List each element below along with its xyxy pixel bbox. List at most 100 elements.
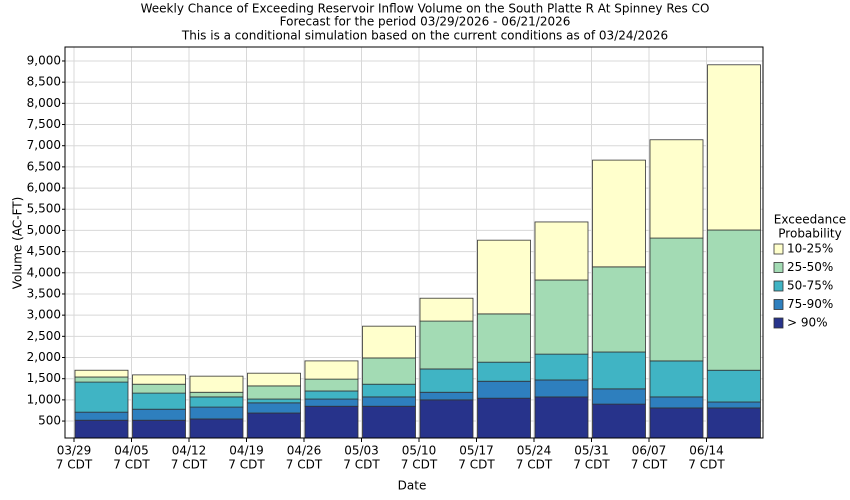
bar-segment bbox=[477, 380, 531, 399]
y-tick-label: 4,000 bbox=[27, 265, 61, 279]
bar-segment bbox=[534, 279, 589, 355]
bar-segment bbox=[419, 297, 474, 322]
bar-segment bbox=[247, 398, 301, 404]
x-tick-label: 05/17 bbox=[459, 444, 494, 458]
y-tick-label: 7,500 bbox=[27, 117, 61, 131]
y-tick-label: 1,000 bbox=[27, 392, 61, 406]
bar-segment bbox=[477, 313, 531, 363]
bar-segment bbox=[132, 392, 186, 410]
legend-label: 10-25% bbox=[787, 242, 833, 256]
bar-segment bbox=[592, 159, 646, 268]
y-tick-label: 9,000 bbox=[27, 53, 61, 67]
bar-segment bbox=[304, 390, 359, 400]
bar-segment bbox=[362, 396, 416, 407]
legend-title: Probability bbox=[778, 227, 841, 241]
bar-segment bbox=[477, 361, 531, 382]
bar-segment bbox=[419, 368, 474, 393]
x-tick-label: 05/10 bbox=[402, 444, 437, 458]
x-tick-label: 05/31 bbox=[574, 444, 609, 458]
x-tick-label: 04/05 bbox=[114, 444, 149, 458]
x-tick-label: 7 CDT bbox=[343, 458, 380, 472]
y-tick-label: 3,500 bbox=[27, 286, 61, 300]
chart-title: Weekly Chance of Exceeding Reservoir Inf… bbox=[141, 2, 710, 16]
bar-segment bbox=[534, 221, 589, 281]
bar-segment bbox=[189, 391, 244, 398]
bar-segment bbox=[189, 418, 244, 439]
bar-segment bbox=[649, 407, 704, 439]
y-tick-label: 7,000 bbox=[27, 138, 61, 152]
bar-segment bbox=[74, 376, 129, 383]
bar-segment bbox=[419, 320, 474, 370]
bar-segment bbox=[362, 383, 416, 398]
y-tick-label: 8,000 bbox=[27, 96, 61, 110]
y-tick-label: 1,500 bbox=[27, 371, 61, 385]
legend-label: 25-50% bbox=[787, 260, 833, 274]
y-tick-label: 500 bbox=[38, 414, 61, 428]
x-tick-label: 05/24 bbox=[517, 444, 552, 458]
bar-segment bbox=[304, 398, 359, 407]
bar-segment bbox=[707, 401, 761, 409]
y-tick-label: 5,000 bbox=[27, 223, 61, 237]
bar-segment bbox=[707, 407, 761, 439]
y-tick-label: 5,500 bbox=[27, 202, 61, 216]
chart-subtitle: This is a conditional simulation based o… bbox=[181, 29, 668, 43]
x-tick-label: 7 CDT bbox=[573, 458, 610, 472]
y-tick-label: 6,000 bbox=[27, 181, 61, 195]
x-tick-label: 7 CDT bbox=[688, 458, 725, 472]
legend-label: > 90% bbox=[787, 316, 828, 330]
legend-swatch bbox=[773, 280, 784, 292]
plot-frame bbox=[64, 46, 764, 439]
bar-segment bbox=[362, 405, 416, 439]
bar-segment bbox=[592, 266, 646, 353]
x-tick-label: 03/29 bbox=[57, 444, 92, 458]
chart-subtitle: Forecast for the period 03/29/2026 - 06/… bbox=[280, 15, 571, 29]
x-axis-label: Date bbox=[398, 479, 427, 493]
bar-segment bbox=[707, 229, 761, 371]
bar-segment bbox=[534, 353, 589, 381]
bar-segment bbox=[74, 419, 129, 439]
x-tick-label: 04/26 bbox=[287, 444, 322, 458]
bar-segment bbox=[592, 388, 646, 405]
bar-segment bbox=[247, 385, 301, 400]
y-tick-label: 8,500 bbox=[27, 75, 61, 89]
bar-segment bbox=[477, 397, 531, 439]
bar-segment bbox=[132, 419, 186, 439]
bar-segment bbox=[707, 369, 761, 403]
bar-segment bbox=[477, 239, 531, 315]
y-tick-label: 4,500 bbox=[27, 244, 61, 258]
x-tick-label: 06/07 bbox=[632, 444, 667, 458]
x-tick-label: 06/14 bbox=[689, 444, 724, 458]
bar-segment bbox=[592, 351, 646, 390]
x-tick-label: 7 CDT bbox=[401, 458, 438, 472]
y-tick-label: 3,000 bbox=[27, 308, 61, 322]
x-tick-label: 7 CDT bbox=[171, 458, 208, 472]
y-tick-label: 2,500 bbox=[27, 329, 61, 343]
bar-segment bbox=[362, 357, 416, 385]
bar-segment bbox=[534, 379, 589, 398]
x-tick-label: 7 CDT bbox=[458, 458, 495, 472]
legend-label: 75-90% bbox=[787, 297, 833, 311]
bar-segment bbox=[304, 405, 359, 439]
bar-segment bbox=[132, 408, 186, 421]
x-tick-label: 7 CDT bbox=[631, 458, 668, 472]
bar-segment bbox=[362, 325, 416, 359]
y-tick-label: 2,000 bbox=[27, 350, 61, 364]
bar-segment bbox=[419, 399, 474, 439]
bar-segment bbox=[649, 139, 704, 239]
bar-segment bbox=[247, 372, 301, 387]
legend-title: Exceedance bbox=[774, 213, 846, 227]
bar-segment bbox=[74, 381, 129, 413]
x-tick-label: 7 CDT bbox=[516, 458, 553, 472]
x-tick-label: 05/03 bbox=[344, 444, 379, 458]
bar-segment bbox=[592, 403, 646, 439]
y-axis-label: Volume (AC-FT) bbox=[11, 197, 25, 290]
bar-segment bbox=[132, 374, 186, 385]
bar-segment bbox=[649, 237, 704, 362]
x-tick-label: 7 CDT bbox=[286, 458, 323, 472]
x-tick-label: 7 CDT bbox=[228, 458, 265, 472]
bar-segment bbox=[304, 360, 359, 380]
legend-swatch bbox=[773, 243, 784, 255]
bar-segment bbox=[247, 412, 301, 439]
bar-segment bbox=[649, 396, 704, 409]
